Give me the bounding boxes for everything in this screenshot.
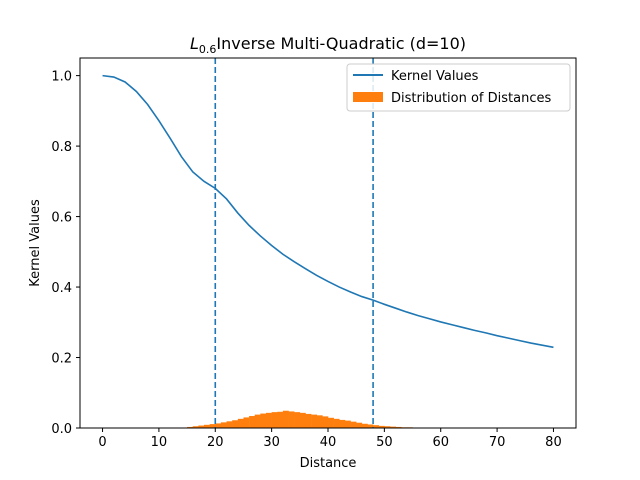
histogram-bar	[204, 424, 210, 428]
legend-swatch-distribution-of-distances	[353, 92, 383, 102]
y-tick-label: 1.0	[51, 70, 72, 85]
histogram-bar	[294, 412, 301, 428]
histogram-bar	[254, 414, 261, 428]
plot-area	[102, 58, 554, 428]
histogram-bar	[361, 423, 368, 428]
x-tick-label: 0	[98, 435, 106, 450]
histogram-bar	[187, 426, 194, 428]
histogram-bar	[277, 411, 284, 428]
histogram-bar	[220, 422, 227, 428]
histogram-bar	[282, 410, 289, 428]
x-tick-label: 60	[432, 435, 449, 450]
ticks: 0 10 20 30 40 50 60 70 80 0.0 0.2 0.4 0.6 0.8 1.0	[51, 70, 561, 450]
x-tick-label: 40	[320, 435, 337, 450]
histogram-bar	[192, 426, 199, 428]
histogram-bar	[226, 421, 233, 428]
x-tick-label: 50	[376, 435, 393, 450]
histogram-bar	[243, 417, 250, 428]
x-tick-label: 30	[263, 435, 280, 450]
histogram-bar	[271, 412, 278, 428]
histogram-bar	[249, 416, 256, 428]
histogram-bar	[288, 411, 295, 428]
chart-title: L0.6Inverse Multi-Quadratic (d=10)	[190, 34, 466, 56]
histogram-bar	[266, 412, 272, 428]
histogram-bar	[339, 419, 346, 428]
legend-box	[346, 63, 571, 112]
histogram-bar	[232, 420, 239, 428]
histogram-bar	[350, 421, 357, 428]
y-tick-label: 0.0	[51, 422, 72, 437]
y-tick-label: 0.4	[51, 281, 72, 296]
x-tick-label: 70	[489, 435, 506, 450]
histogram-bar	[356, 422, 363, 428]
x-tick-label: 10	[151, 435, 168, 450]
histogram-bar	[260, 413, 267, 428]
histogram-bar	[209, 424, 216, 428]
x-tick-label: 80	[545, 435, 562, 450]
histogram-bar	[344, 420, 351, 428]
histogram-bar	[311, 414, 318, 428]
histogram-bar	[367, 424, 374, 428]
histogram-bar	[373, 425, 380, 428]
histogram-bar	[384, 426, 391, 428]
histogram-bar	[198, 425, 205, 428]
y-axis-label: Kernel Values	[28, 199, 43, 287]
y-tick-label: 0.8	[51, 140, 72, 155]
histogram-bar	[390, 426, 396, 428]
histogram-bar	[378, 425, 385, 428]
legend: Kernel Values Distribution of Distances	[346, 63, 571, 112]
histogram-bar	[305, 413, 312, 428]
y-tick-label: 0.6	[51, 211, 72, 226]
histogram-bar	[316, 415, 323, 428]
histogram-bar	[328, 417, 334, 428]
legend-label-kernel-values: Kernel Values	[391, 69, 479, 84]
kernel-values-line	[102, 74, 554, 349]
x-axis-label: Distance	[300, 456, 357, 471]
histogram-bar	[395, 426, 402, 428]
legend-label-distribution-of-distances: Distribution of Distances	[391, 91, 551, 106]
histogram-bar	[322, 416, 329, 428]
histogram-bar	[333, 418, 340, 428]
histogram-bar	[237, 418, 244, 428]
y-tick-label: 0.2	[51, 352, 72, 367]
histogram-bar	[215, 423, 222, 428]
histogram-bar	[299, 412, 306, 428]
x-tick-label: 20	[207, 435, 224, 450]
